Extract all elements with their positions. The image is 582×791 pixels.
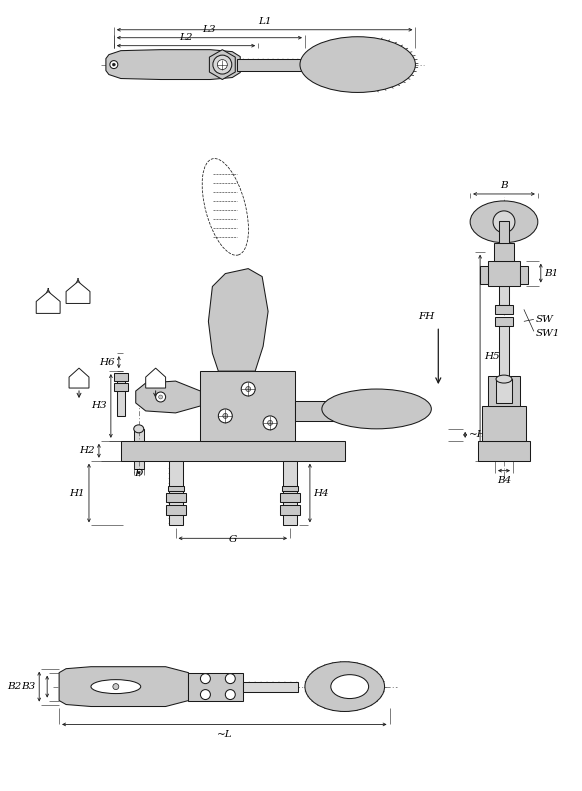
Text: F2: F2	[72, 291, 84, 300]
Ellipse shape	[300, 36, 416, 93]
Text: D: D	[134, 468, 143, 478]
Text: H5: H5	[484, 352, 500, 361]
Ellipse shape	[470, 201, 538, 243]
Circle shape	[113, 683, 119, 690]
Polygon shape	[136, 381, 200, 413]
Bar	[280, 493, 300, 502]
Bar	[499, 321, 509, 376]
Bar	[166, 505, 186, 516]
Text: B2: B2	[7, 682, 22, 691]
Bar	[499, 221, 509, 243]
Circle shape	[223, 414, 228, 418]
Text: L3: L3	[203, 25, 216, 34]
Text: H4: H4	[313, 489, 328, 498]
Text: SW: SW	[536, 315, 553, 324]
Polygon shape	[106, 50, 240, 80]
Text: ~L: ~L	[217, 730, 232, 740]
Text: H6: H6	[99, 358, 115, 367]
Circle shape	[200, 674, 210, 683]
Bar	[495, 305, 513, 314]
Bar	[495, 317, 513, 327]
Circle shape	[263, 416, 277, 430]
Bar	[282, 486, 298, 490]
Bar	[168, 486, 183, 490]
Polygon shape	[210, 50, 235, 80]
Polygon shape	[146, 368, 166, 388]
Bar	[482, 406, 526, 441]
Text: SW1: SW1	[536, 329, 560, 338]
Bar	[114, 373, 128, 381]
Text: H1: H1	[69, 489, 85, 498]
Bar	[499, 286, 509, 305]
Circle shape	[246, 387, 251, 392]
Text: F1: F1	[42, 301, 54, 310]
Text: H2: H2	[79, 446, 95, 456]
Bar	[283, 460, 297, 525]
Bar	[480, 266, 488, 283]
Text: B4: B4	[497, 475, 511, 485]
Bar	[134, 429, 144, 468]
Ellipse shape	[134, 425, 144, 433]
Circle shape	[159, 395, 162, 399]
Bar	[478, 441, 530, 460]
Bar	[166, 493, 186, 502]
Circle shape	[200, 690, 210, 699]
Circle shape	[225, 674, 235, 683]
Bar	[200, 371, 295, 441]
Bar	[295, 401, 377, 421]
Bar	[243, 682, 298, 691]
Bar	[494, 243, 514, 261]
Circle shape	[268, 420, 272, 426]
Bar	[280, 505, 300, 516]
Circle shape	[218, 409, 232, 423]
Circle shape	[110, 61, 118, 69]
Circle shape	[217, 59, 228, 70]
Circle shape	[225, 690, 235, 699]
Bar	[520, 266, 528, 283]
Bar	[169, 460, 183, 525]
Bar	[237, 59, 305, 70]
Polygon shape	[59, 667, 189, 706]
Bar	[121, 441, 345, 460]
Text: L2: L2	[179, 32, 193, 42]
Text: H3: H3	[91, 402, 107, 411]
Polygon shape	[208, 269, 268, 371]
Ellipse shape	[331, 675, 368, 698]
Ellipse shape	[322, 389, 431, 429]
Ellipse shape	[493, 211, 515, 233]
Polygon shape	[69, 368, 89, 388]
Ellipse shape	[496, 375, 512, 383]
Text: G: G	[229, 536, 237, 544]
Bar	[117, 376, 125, 416]
Bar	[488, 261, 520, 286]
Circle shape	[155, 392, 166, 402]
Bar	[114, 383, 128, 391]
Circle shape	[241, 382, 255, 396]
Text: B: B	[500, 181, 508, 190]
Text: L1: L1	[258, 17, 271, 26]
Text: B1: B1	[544, 269, 558, 278]
Bar	[488, 376, 520, 406]
Polygon shape	[66, 282, 90, 304]
Text: F3: F3	[73, 377, 85, 385]
Text: F4: F4	[150, 377, 162, 385]
Ellipse shape	[91, 679, 141, 694]
Text: ~H: ~H	[469, 430, 487, 439]
Bar	[189, 672, 243, 701]
Circle shape	[112, 63, 115, 66]
Ellipse shape	[305, 662, 385, 711]
Polygon shape	[36, 292, 60, 313]
Bar	[496, 379, 512, 403]
Text: B3: B3	[21, 682, 36, 691]
Text: FH: FH	[418, 312, 435, 321]
Circle shape	[213, 55, 232, 74]
